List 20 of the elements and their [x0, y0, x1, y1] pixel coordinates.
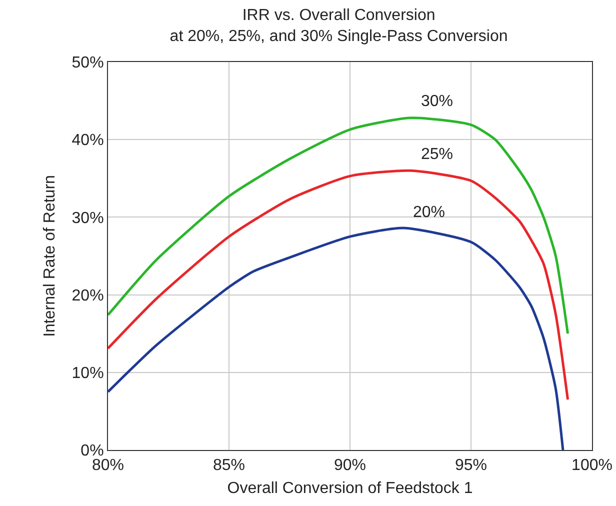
- chart-title: IRR vs. Overall Conversion at 20%, 25%, and 30% Single-Pass Conversion: [170, 7, 508, 46]
- line-series: [108, 169, 570, 401]
- y-axis-title: Internal Rate of Return: [42, 175, 59, 337]
- y-tick-label: 50%: [72, 54, 104, 72]
- y-tick-label: 10%: [72, 365, 104, 382]
- series-label: 20%: [413, 204, 446, 221]
- x-axis-title: Overall Conversion of Feedstock 1: [227, 480, 473, 497]
- series-label: 25%: [421, 146, 454, 163]
- y-tick-label: 30%: [72, 210, 104, 227]
- series-label: 30%: [421, 93, 454, 110]
- x-tick-label: 100%: [572, 457, 612, 474]
- y-tick-label: 40%: [72, 132, 104, 150]
- x-tick-label: 80%: [92, 457, 124, 474]
- x-tick-label: 90%: [334, 457, 366, 474]
- line-series: [108, 116, 570, 335]
- y-tick-label: 20%: [72, 287, 104, 304]
- x-tick-label: 85%: [212, 457, 246, 474]
- line-series: [108, 226, 564, 450]
- y-tick-label: 0%: [80, 442, 104, 460]
- x-tick-label: 95%: [454, 457, 488, 474]
